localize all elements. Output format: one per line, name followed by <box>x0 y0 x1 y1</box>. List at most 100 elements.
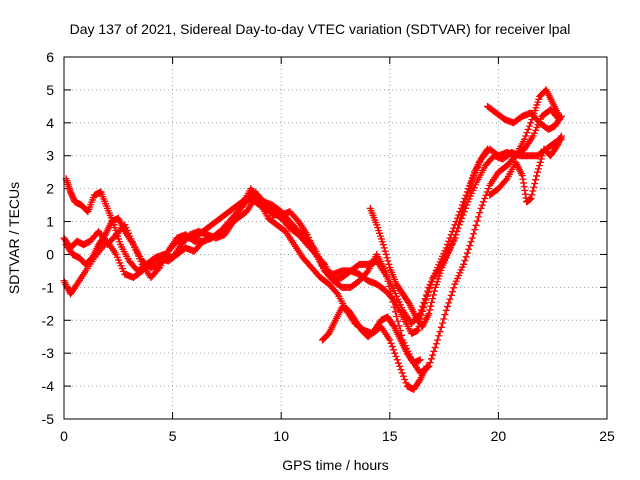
x-tick-label: 10 <box>273 428 289 444</box>
data-point <box>387 339 395 347</box>
data-point <box>416 310 424 318</box>
data-point <box>424 287 432 295</box>
data-point <box>522 132 530 140</box>
data-point <box>537 155 545 163</box>
data-point <box>429 295 437 303</box>
data-point <box>454 224 462 232</box>
y-tick-label: 0 <box>46 246 54 262</box>
data-point <box>425 310 433 318</box>
data-point <box>380 244 388 252</box>
data-point <box>557 112 565 120</box>
data-point <box>461 198 469 206</box>
data-point <box>481 195 489 203</box>
data-point <box>502 176 510 184</box>
data-point <box>396 362 404 370</box>
series-1 <box>60 135 565 337</box>
data-point <box>390 303 398 311</box>
y-tick-label: 6 <box>46 49 54 65</box>
data-point <box>480 198 488 206</box>
data-point <box>393 313 401 321</box>
data-point <box>389 298 397 306</box>
data-point <box>530 183 538 191</box>
series-6 <box>366 145 492 331</box>
data-point <box>465 245 473 253</box>
data-point <box>402 379 410 387</box>
data-point <box>470 230 478 238</box>
data-point <box>457 211 465 219</box>
data-point <box>420 298 428 306</box>
y-tick-label: -5 <box>42 411 55 427</box>
data-point <box>394 317 402 325</box>
data-point <box>384 257 392 265</box>
data-point <box>532 176 540 184</box>
data-point <box>450 284 458 292</box>
data-point <box>379 241 387 249</box>
grid <box>64 57 607 419</box>
data-point <box>427 355 435 363</box>
plot-frame <box>63 56 608 420</box>
data-point <box>388 343 396 351</box>
data-point <box>395 322 403 330</box>
chart-title: Day 137 of 2021, Sidereal Day-to-day VTE… <box>70 21 571 37</box>
data-point <box>441 311 449 319</box>
data-point <box>533 168 541 176</box>
data-point <box>462 195 470 203</box>
y-tick-label: 3 <box>46 148 54 164</box>
data-point <box>426 359 434 367</box>
data-point <box>483 147 491 155</box>
data-point <box>419 302 427 310</box>
data-point <box>472 221 480 229</box>
data-point <box>386 336 394 344</box>
y-tick-label: -2 <box>42 312 55 328</box>
data-point <box>452 231 460 239</box>
data-point <box>536 158 544 166</box>
data-point <box>421 295 429 303</box>
data-point <box>462 253 470 261</box>
data-point <box>444 303 452 311</box>
data-point <box>440 315 448 323</box>
data-point <box>460 260 468 268</box>
data-point <box>391 308 399 316</box>
data-point <box>446 295 454 303</box>
data-point <box>431 344 439 352</box>
data-point <box>390 346 398 354</box>
data-point <box>437 323 445 331</box>
data-point <box>392 352 400 360</box>
y-tick-label: -4 <box>42 378 55 394</box>
data-point <box>432 340 440 348</box>
data-point <box>430 347 438 355</box>
data-point <box>461 257 469 265</box>
data-point <box>556 114 564 122</box>
data-point <box>468 234 476 242</box>
data-point <box>467 238 475 246</box>
data-point <box>463 249 471 257</box>
data-point <box>523 129 531 137</box>
series-4 <box>62 106 563 328</box>
axis-ticks: 0 5 10 15 20 25 -5 -4 -3 -2 -1 0 1 2 3 4 5 6 <box>42 49 615 444</box>
data-point <box>424 363 432 371</box>
data-point <box>381 247 389 255</box>
data-point <box>531 179 539 187</box>
series-8 <box>486 132 565 206</box>
data-point <box>436 328 444 336</box>
data-point <box>426 306 434 314</box>
data-point <box>439 319 447 327</box>
data-point <box>453 227 461 235</box>
data-point <box>401 376 409 384</box>
data-point <box>520 135 528 143</box>
data-point <box>435 332 443 340</box>
data-point <box>466 242 474 250</box>
data-point <box>427 302 435 310</box>
data-point <box>447 291 455 299</box>
data-point <box>476 209 484 217</box>
data-point <box>460 201 468 209</box>
x-tick-label: 5 <box>169 428 177 444</box>
data-point <box>525 122 533 130</box>
data-point <box>477 204 485 212</box>
data-point <box>557 132 565 140</box>
series-7 <box>484 102 565 133</box>
data-point <box>397 366 405 374</box>
y-tick-label: 2 <box>46 181 54 197</box>
data-point <box>456 218 464 226</box>
